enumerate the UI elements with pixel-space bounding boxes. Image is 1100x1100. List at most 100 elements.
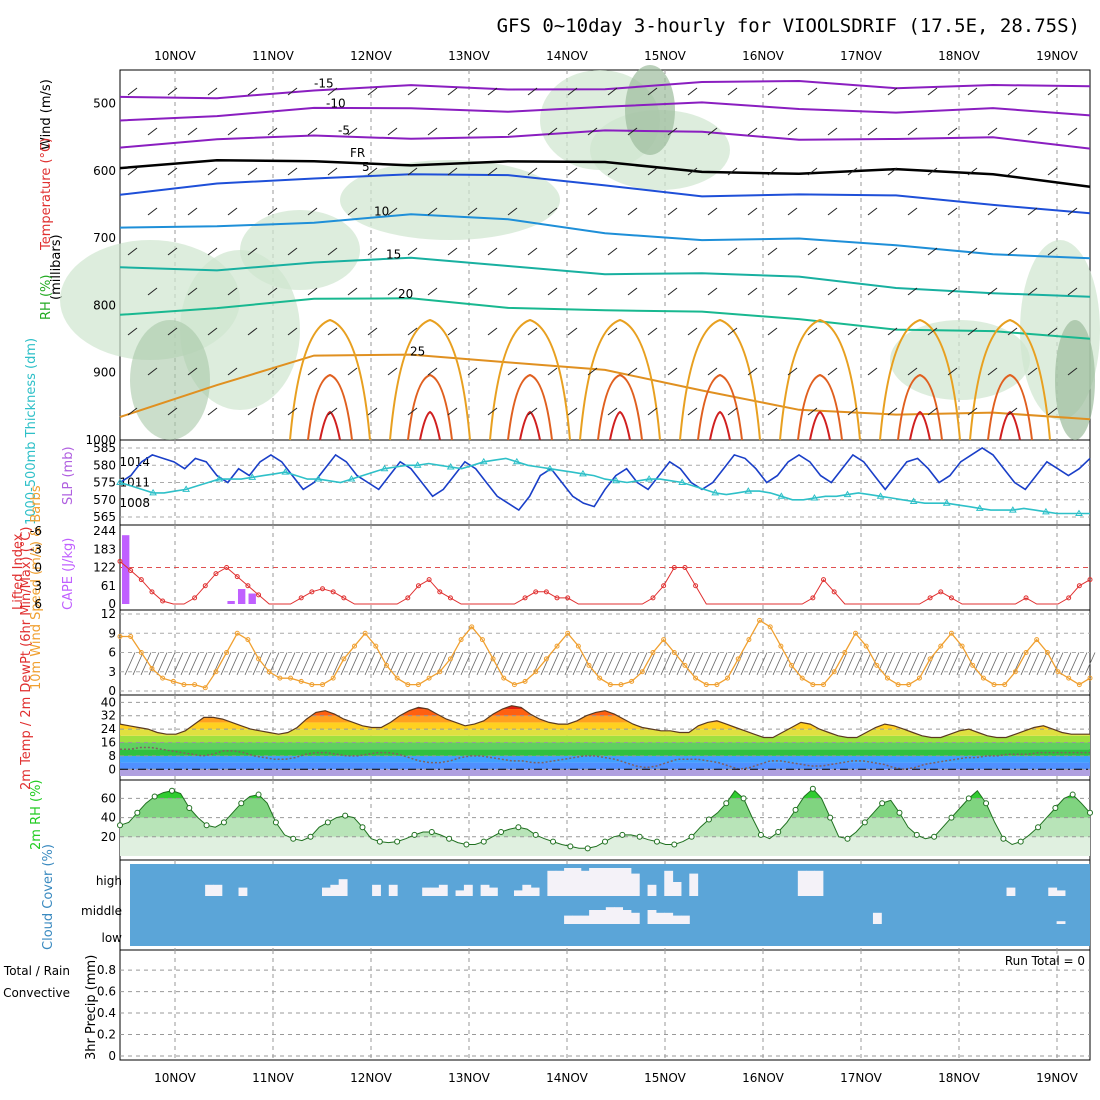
warm-contour bbox=[489, 318, 571, 441]
wind-barb bbox=[660, 652, 672, 676]
wind-barb bbox=[196, 652, 208, 676]
day-label-top: 18NOV bbox=[938, 49, 980, 63]
wind-barb bbox=[287, 407, 298, 416]
wind-barb bbox=[188, 652, 200, 676]
wind-barb bbox=[716, 652, 728, 676]
wind-barb bbox=[707, 367, 718, 376]
precip-tick-label: 0 bbox=[108, 1049, 116, 1063]
wind-barb bbox=[167, 87, 178, 96]
rh-point bbox=[705, 816, 712, 823]
thickness-point bbox=[975, 504, 984, 511]
wind-speed-point bbox=[863, 643, 869, 649]
wind-barb bbox=[748, 652, 760, 676]
wind-barb bbox=[948, 652, 960, 676]
thickness-point bbox=[579, 469, 587, 477]
lifted-index-point bbox=[117, 558, 123, 564]
wind-barb bbox=[927, 87, 938, 96]
wind-barb bbox=[287, 247, 298, 256]
wind-barb bbox=[427, 127, 438, 136]
wind-barb bbox=[1047, 407, 1058, 416]
wind-speed-point bbox=[565, 630, 571, 636]
rh-point bbox=[272, 819, 279, 826]
cloud-high-bar bbox=[463, 884, 473, 896]
lifted-index-point bbox=[821, 577, 827, 583]
day-label-bottom: 12NOV bbox=[350, 1071, 392, 1085]
wind-barb bbox=[227, 287, 238, 296]
thickness-point bbox=[248, 473, 257, 480]
rh-point bbox=[671, 841, 678, 848]
wind-barb bbox=[707, 207, 718, 216]
wind-tick-label: 9 bbox=[108, 626, 116, 640]
isotherm-label: 25 bbox=[410, 344, 425, 358]
wind-barb bbox=[347, 127, 358, 136]
wind-barb bbox=[684, 652, 696, 676]
wind-barb bbox=[747, 367, 758, 376]
wind-speed-point bbox=[511, 682, 517, 688]
wind-barb bbox=[436, 652, 448, 676]
rh-tick-label: 40 bbox=[101, 811, 116, 825]
slp-line bbox=[119, 447, 1091, 512]
wind-speed-point bbox=[916, 675, 922, 681]
wind-barb bbox=[327, 167, 338, 176]
rh-point bbox=[983, 800, 990, 807]
wind-barb bbox=[167, 407, 178, 416]
wind-barb bbox=[947, 287, 958, 296]
wind-speed-point bbox=[575, 643, 581, 649]
day-label-bottom: 16NOV bbox=[742, 1071, 784, 1085]
panel-frame bbox=[119, 949, 1091, 1061]
wind-barb bbox=[207, 247, 218, 256]
wind-barb bbox=[547, 207, 558, 216]
wind-barb bbox=[587, 207, 598, 216]
temperature-band bbox=[120, 705, 1090, 710]
wind-barb bbox=[967, 327, 978, 336]
wind-barb bbox=[247, 87, 258, 96]
rh-point bbox=[428, 829, 435, 835]
upper-air-side-label: Wind (m/s) bbox=[39, 79, 54, 150]
wind-barb bbox=[947, 207, 958, 216]
pressure-tick-label: 500 bbox=[93, 97, 116, 111]
cloud-high-bar bbox=[530, 887, 540, 896]
wind-barb bbox=[987, 207, 998, 216]
rh-point bbox=[290, 835, 297, 842]
warm-contour bbox=[319, 410, 341, 441]
wind-barb bbox=[772, 652, 784, 676]
cloud-high-bar bbox=[522, 884, 532, 896]
wind-barb bbox=[788, 652, 800, 676]
thickness-point bbox=[314, 475, 323, 482]
temperature-band bbox=[120, 735, 1090, 743]
wind-barb bbox=[140, 652, 152, 676]
wind-barb bbox=[487, 247, 498, 256]
upper-air-side-label: RH (%) bbox=[39, 275, 54, 320]
isotherm-line bbox=[119, 158, 1091, 188]
wind-barb bbox=[627, 287, 638, 296]
wind-barb bbox=[407, 87, 418, 96]
wind-barb bbox=[147, 207, 158, 216]
wind-barb bbox=[187, 287, 198, 296]
temperature-band bbox=[120, 709, 1090, 716]
wind-speed-point bbox=[597, 675, 603, 681]
wind-speed-point bbox=[330, 675, 336, 681]
rh-point bbox=[861, 819, 868, 826]
rh-point bbox=[879, 800, 886, 807]
wind-barb bbox=[1027, 207, 1038, 216]
dewpoint-line bbox=[120, 746, 1090, 771]
lifted-index-point bbox=[192, 595, 198, 601]
wind-barb bbox=[1027, 287, 1038, 296]
wind-barb bbox=[267, 367, 278, 376]
wind-speed-point bbox=[618, 682, 624, 688]
wind-barb bbox=[967, 407, 978, 416]
wind-barb bbox=[247, 247, 258, 256]
wind-speed-point bbox=[415, 682, 421, 688]
rh-shading bbox=[340, 160, 560, 240]
wind-barb bbox=[767, 87, 778, 96]
wind-barb bbox=[548, 652, 560, 676]
cloud-high-bar bbox=[322, 887, 331, 896]
wind-barb bbox=[807, 407, 818, 416]
thickness-point bbox=[546, 464, 554, 472]
wind-barb bbox=[527, 167, 538, 176]
rh-point bbox=[688, 833, 695, 840]
wind-barb bbox=[587, 287, 598, 296]
wind-barb bbox=[607, 87, 618, 96]
warm-contour bbox=[407, 373, 453, 441]
wind-barb bbox=[927, 247, 938, 256]
